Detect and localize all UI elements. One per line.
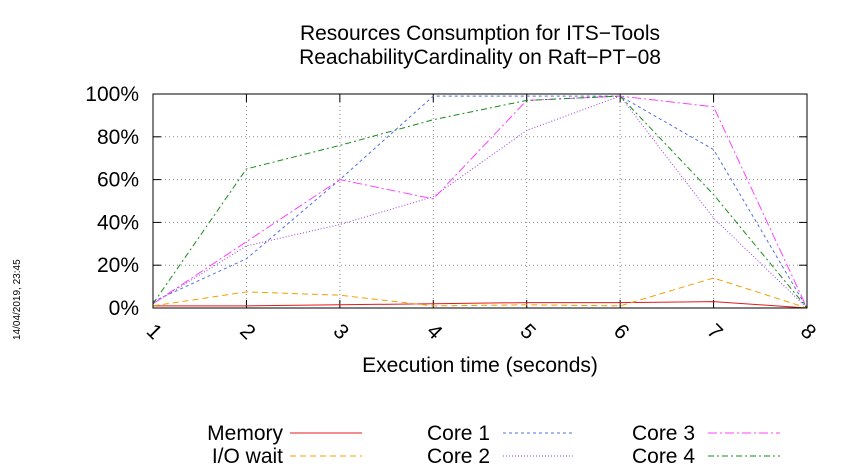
series-line-core-3 [152,95,808,309]
series-lines [152,95,808,309]
series-line-core-4 [152,95,808,309]
plot-frame [152,93,808,309]
x-tick-label: 1 [142,320,167,345]
legend-label: Memory [207,422,283,445]
y-tick-label: 100% [85,83,139,106]
timestamp: 14/04/2019, 23:45 [12,259,23,340]
chart-title: Resources Consumption for ITS−Tools [300,22,660,45]
series-line-core-2 [152,95,808,309]
legend-label: Core 2 [427,445,490,468]
legend-label: I/O wait [212,445,283,468]
x-axis: 1 2 3 4 5 6 7 8 [142,94,821,345]
x-axis-label: Execution time (seconds) [362,354,598,377]
x-tick-label: 3 [329,320,354,345]
y-tick-label: 0% [109,297,139,320]
x-tick-label: 2 [235,320,260,345]
y-axis: 0% 20% 40% 60% 80% 100% [85,83,807,320]
x-tick-label: 5 [516,320,541,345]
series-line-i-o-wait [152,277,808,309]
x-tick-label: 7 [702,320,727,345]
legend-label: Core 1 [427,422,490,445]
series-line-memory [153,301,808,309]
y-tick-label: 20% [97,254,139,277]
y-tick-label: 60% [97,169,139,192]
x-tick-label: 6 [609,320,634,345]
series-line-core-1 [152,95,808,309]
x-tick-label: 8 [796,320,821,345]
x-tick-label: 4 [422,320,447,345]
chart-subtitle: ReachabilityCardinality on Raft−PT−08 [299,46,661,69]
legend-label: Core 4 [632,445,695,468]
legend-label: Core 3 [632,422,695,445]
y-tick-label: 80% [97,126,139,149]
y-tick-label: 40% [97,211,139,234]
grid-lines [153,94,807,308]
